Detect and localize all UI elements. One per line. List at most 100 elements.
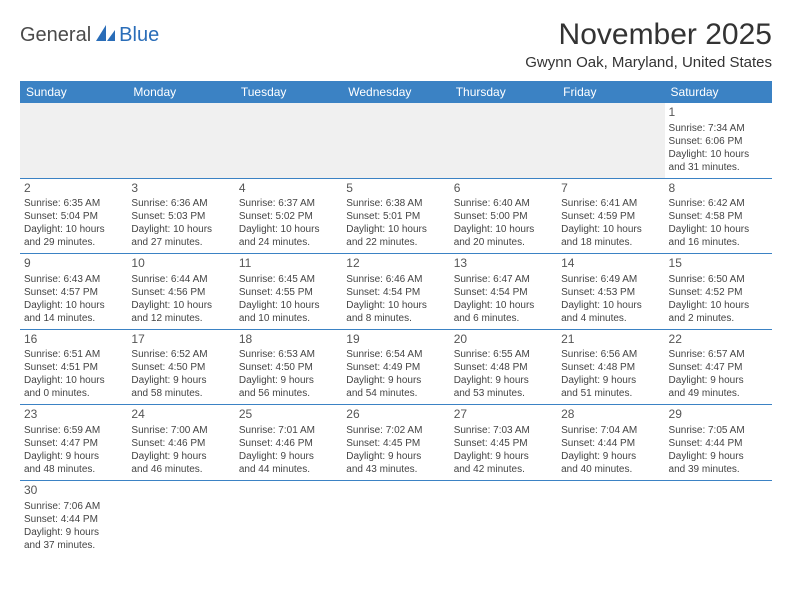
daylight1-text: Daylight: 9 hours — [669, 374, 768, 387]
day-cell: 14Sunrise: 6:49 AMSunset: 4:53 PMDayligh… — [557, 254, 664, 330]
daylight2-text: and 24 minutes. — [239, 236, 338, 249]
blank-cell — [20, 103, 127, 178]
day-number: 4 — [239, 181, 338, 197]
daylight2-text: and 2 minutes. — [669, 312, 768, 325]
day-number: 25 — [239, 407, 338, 423]
day-cell: 11Sunrise: 6:45 AMSunset: 4:55 PMDayligh… — [235, 254, 342, 330]
sunrise-text: Sunrise: 7:04 AM — [561, 424, 660, 437]
day-number: 3 — [131, 181, 230, 197]
header: General Blue November 2025 Gwynn Oak, Ma… — [20, 18, 772, 71]
sunset-text: Sunset: 6:06 PM — [669, 135, 768, 148]
day-cell: 29Sunrise: 7:05 AMSunset: 4:44 PMDayligh… — [665, 405, 772, 481]
day-number: 19 — [346, 332, 445, 348]
daylight1-text: Daylight: 10 hours — [131, 223, 230, 236]
daylight1-text: Daylight: 9 hours — [454, 374, 553, 387]
day-header: Saturday — [665, 81, 772, 103]
sunrise-text: Sunrise: 6:53 AM — [239, 348, 338, 361]
daylight2-text: and 39 minutes. — [669, 463, 768, 476]
day-number: 29 — [669, 407, 768, 423]
blank-cell — [342, 480, 449, 555]
sunset-text: Sunset: 4:54 PM — [346, 286, 445, 299]
day-number: 21 — [561, 332, 660, 348]
blank-cell — [235, 103, 342, 178]
daylight2-text: and 18 minutes. — [561, 236, 660, 249]
sunset-text: Sunset: 4:45 PM — [346, 437, 445, 450]
day-number: 30 — [24, 483, 123, 499]
sunset-text: Sunset: 4:59 PM — [561, 210, 660, 223]
day-header: Wednesday — [342, 81, 449, 103]
sunrise-text: Sunrise: 6:44 AM — [131, 273, 230, 286]
daylight1-text: Daylight: 10 hours — [239, 299, 338, 312]
daylight2-text: and 37 minutes. — [24, 539, 123, 552]
daylight2-text: and 4 minutes. — [561, 312, 660, 325]
day-number: 9 — [24, 256, 123, 272]
daylight1-text: Daylight: 10 hours — [24, 374, 123, 387]
day-cell: 26Sunrise: 7:02 AMSunset: 4:45 PMDayligh… — [342, 405, 449, 481]
sunrise-text: Sunrise: 6:52 AM — [131, 348, 230, 361]
daylight1-text: Daylight: 10 hours — [239, 223, 338, 236]
sunrise-text: Sunrise: 6:38 AM — [346, 197, 445, 210]
sunrise-text: Sunrise: 6:41 AM — [561, 197, 660, 210]
day-number: 28 — [561, 407, 660, 423]
sunrise-text: Sunrise: 7:06 AM — [24, 500, 123, 513]
daylight1-text: Daylight: 10 hours — [131, 299, 230, 312]
day-number: 27 — [454, 407, 553, 423]
blank-cell — [557, 480, 664, 555]
day-number: 16 — [24, 332, 123, 348]
daylight1-text: Daylight: 9 hours — [454, 450, 553, 463]
sunrise-text: Sunrise: 6:45 AM — [239, 273, 338, 286]
day-cell: 25Sunrise: 7:01 AMSunset: 4:46 PMDayligh… — [235, 405, 342, 481]
daylight2-text: and 27 minutes. — [131, 236, 230, 249]
daylight1-text: Daylight: 9 hours — [239, 374, 338, 387]
daylight2-text: and 44 minutes. — [239, 463, 338, 476]
day-header: Tuesday — [235, 81, 342, 103]
day-cell: 20Sunrise: 6:55 AMSunset: 4:48 PMDayligh… — [450, 329, 557, 405]
blank-cell — [127, 480, 234, 555]
blank-cell — [450, 480, 557, 555]
day-header: Thursday — [450, 81, 557, 103]
sunset-text: Sunset: 4:47 PM — [669, 361, 768, 374]
day-number: 15 — [669, 256, 768, 272]
day-header-row: SundayMondayTuesdayWednesdayThursdayFrid… — [20, 81, 772, 103]
sail-icon — [95, 24, 117, 47]
day-cell: 17Sunrise: 6:52 AMSunset: 4:50 PMDayligh… — [127, 329, 234, 405]
sunrise-text: Sunrise: 6:56 AM — [561, 348, 660, 361]
daylight1-text: Daylight: 10 hours — [454, 299, 553, 312]
sunset-text: Sunset: 4:53 PM — [561, 286, 660, 299]
daylight1-text: Daylight: 10 hours — [561, 299, 660, 312]
sunrise-text: Sunrise: 6:55 AM — [454, 348, 553, 361]
logo-text-blue: Blue — [119, 24, 159, 47]
daylight2-text: and 58 minutes. — [131, 387, 230, 400]
day-cell: 8Sunrise: 6:42 AMSunset: 4:58 PMDaylight… — [665, 178, 772, 254]
daylight2-text: and 46 minutes. — [131, 463, 230, 476]
sunrise-text: Sunrise: 7:00 AM — [131, 424, 230, 437]
day-cell: 3Sunrise: 6:36 AMSunset: 5:03 PMDaylight… — [127, 178, 234, 254]
day-header: Friday — [557, 81, 664, 103]
daylight2-text: and 48 minutes. — [24, 463, 123, 476]
day-cell: 19Sunrise: 6:54 AMSunset: 4:49 PMDayligh… — [342, 329, 449, 405]
sunset-text: Sunset: 5:02 PM — [239, 210, 338, 223]
daylight1-text: Daylight: 9 hours — [131, 374, 230, 387]
day-number: 8 — [669, 181, 768, 197]
daylight2-text: and 53 minutes. — [454, 387, 553, 400]
sunrise-text: Sunrise: 6:46 AM — [346, 273, 445, 286]
day-cell: 1Sunrise: 7:34 AMSunset: 6:06 PMDaylight… — [665, 103, 772, 178]
day-cell: 15Sunrise: 6:50 AMSunset: 4:52 PMDayligh… — [665, 254, 772, 330]
daylight2-text: and 49 minutes. — [669, 387, 768, 400]
sunrise-text: Sunrise: 7:01 AM — [239, 424, 338, 437]
day-cell: 9Sunrise: 6:43 AMSunset: 4:57 PMDaylight… — [20, 254, 127, 330]
month-title: November 2025 — [525, 18, 772, 52]
daylight2-text: and 12 minutes. — [131, 312, 230, 325]
sunset-text: Sunset: 5:03 PM — [131, 210, 230, 223]
daylight1-text: Daylight: 10 hours — [346, 299, 445, 312]
daylight1-text: Daylight: 10 hours — [561, 223, 660, 236]
daylight2-text: and 16 minutes. — [669, 236, 768, 249]
daylight2-text: and 40 minutes. — [561, 463, 660, 476]
sunset-text: Sunset: 4:47 PM — [24, 437, 123, 450]
sunset-text: Sunset: 4:50 PM — [131, 361, 230, 374]
day-cell: 5Sunrise: 6:38 AMSunset: 5:01 PMDaylight… — [342, 178, 449, 254]
sunrise-text: Sunrise: 6:47 AM — [454, 273, 553, 286]
day-cell: 21Sunrise: 6:56 AMSunset: 4:48 PMDayligh… — [557, 329, 664, 405]
day-cell: 18Sunrise: 6:53 AMSunset: 4:50 PMDayligh… — [235, 329, 342, 405]
day-cell: 13Sunrise: 6:47 AMSunset: 4:54 PMDayligh… — [450, 254, 557, 330]
